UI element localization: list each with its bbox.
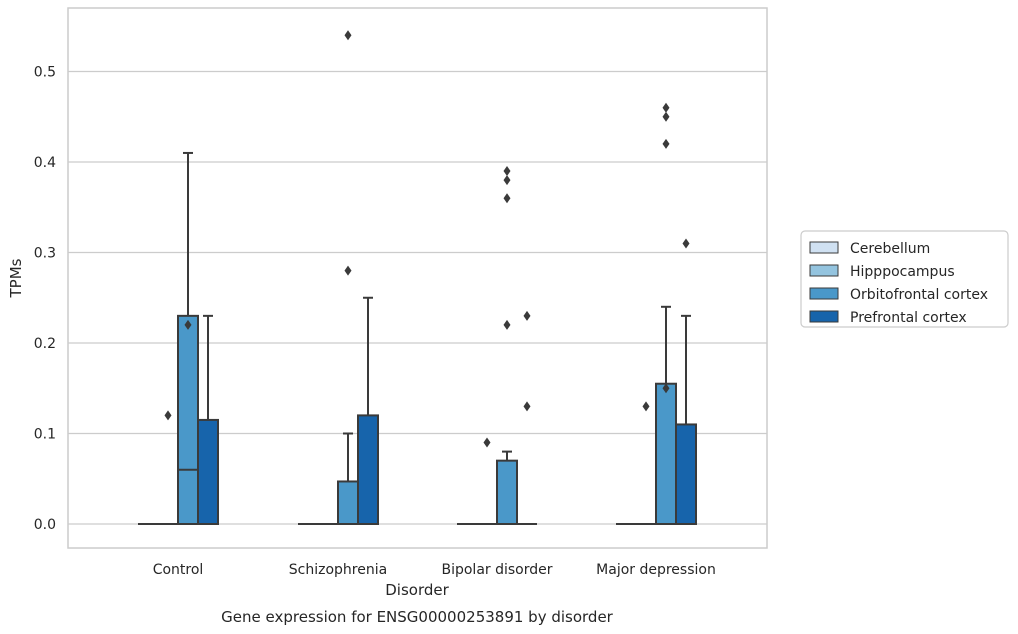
box-prefrontal-cortex xyxy=(517,310,537,525)
x-tick-label: Bipolar disorder xyxy=(441,562,552,578)
outlier-point xyxy=(682,238,690,249)
outlier-point xyxy=(662,102,670,113)
y-tick-label: 0.0 xyxy=(34,517,56,533)
y-tick-label: 0.1 xyxy=(34,427,56,443)
outlier-point xyxy=(503,166,511,177)
box-body xyxy=(337,480,359,525)
box-hipppocampus xyxy=(158,410,178,525)
legend-swatch xyxy=(809,287,839,300)
box-prefrontal-cortex xyxy=(357,296,379,525)
legend-label: Cerebellum xyxy=(850,241,930,257)
legend: Cerebellum Hipppocampus Orbitofrontal cort… xyxy=(800,230,1009,328)
box-orbitofrontal-cortex xyxy=(496,166,518,525)
outlier-point xyxy=(662,383,670,394)
outlier-point xyxy=(523,310,531,321)
box-body xyxy=(177,314,199,525)
box-prefrontal-cortex xyxy=(197,314,219,525)
outlier-point xyxy=(344,30,352,41)
outlier-point xyxy=(344,265,352,276)
legend-swatch xyxy=(809,241,839,254)
outlier-point xyxy=(523,401,531,412)
box-hipppocampus xyxy=(477,437,497,525)
legend-label: Prefrontal cortex xyxy=(850,310,967,326)
box-body xyxy=(655,382,677,525)
legend-swatch xyxy=(809,310,839,323)
box-groups xyxy=(138,30,697,526)
outlier-point xyxy=(184,319,192,330)
box-body xyxy=(357,414,379,525)
box-body xyxy=(197,418,219,525)
legend-label: Hipppocampus xyxy=(850,264,955,280)
outlier-point xyxy=(503,319,511,330)
x-tick-label: Schizophrenia xyxy=(289,562,387,578)
y-tick-labels: 0.0 0.1 0.2 0.3 0.4 0.5 xyxy=(34,65,56,534)
plot-frame xyxy=(67,7,768,549)
x-axis-label: Disorder xyxy=(385,581,449,599)
box-body xyxy=(675,423,697,526)
outlier-point xyxy=(483,437,491,448)
y-tick-label: 0.4 xyxy=(34,155,56,171)
x-tick-label: Control xyxy=(153,562,204,578)
x-tick-label: Major depression xyxy=(596,562,716,578)
y-tick-label: 0.5 xyxy=(34,65,56,81)
box-hipppocampus xyxy=(636,401,656,525)
y-tick-label: 0.3 xyxy=(34,246,56,262)
outlier-point xyxy=(164,410,172,421)
box-body xyxy=(496,459,518,525)
box-orbitofrontal-cortex xyxy=(337,30,359,525)
box-orbitofrontal-cortex xyxy=(655,102,677,525)
legend-frame xyxy=(800,230,1009,328)
x-tick-labels: Control Schizophrenia Bipolar disorder Majo… xyxy=(153,562,716,578)
outlier-point xyxy=(662,138,670,149)
chart-caption: Gene expression for ENSG00000253891 by d… xyxy=(221,608,614,626)
y-tick-label: 0.2 xyxy=(34,336,56,352)
y-axis-label: TPMs xyxy=(7,258,25,298)
box-prefrontal-cortex xyxy=(675,238,697,526)
outlier-point xyxy=(503,193,511,204)
outlier-point xyxy=(662,111,670,122)
legend-label: Orbitofrontal cortex xyxy=(850,287,988,303)
outlier-point xyxy=(503,175,511,186)
outlier-point xyxy=(642,401,650,412)
legend-swatch xyxy=(809,264,839,277)
